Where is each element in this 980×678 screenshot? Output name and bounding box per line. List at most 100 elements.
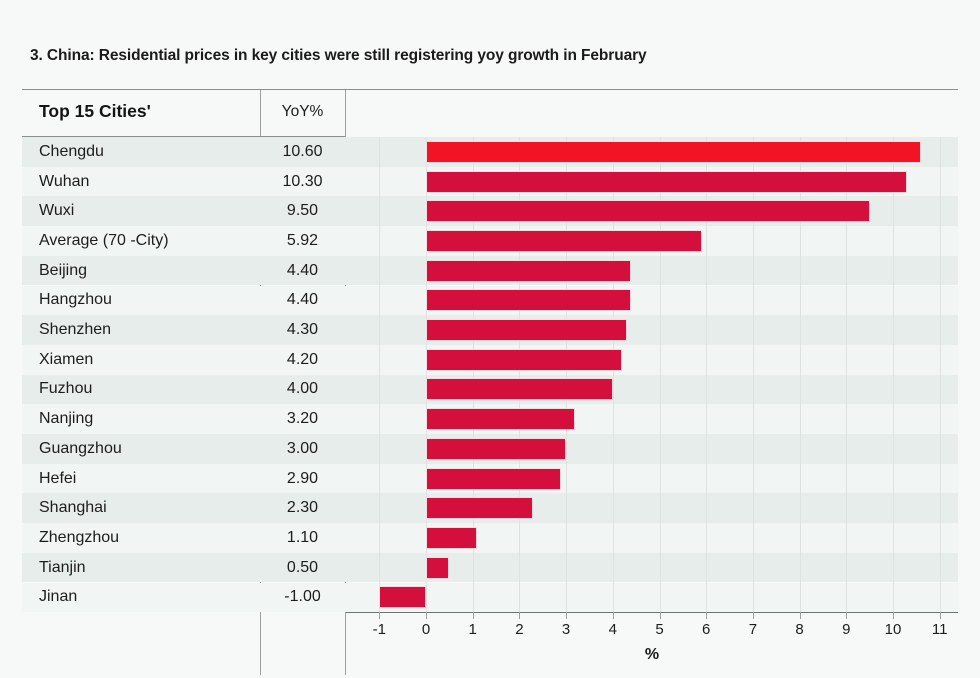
x-axis-tick-label: 8 [795, 621, 804, 638]
x-axis-tick [706, 612, 708, 619]
bar [426, 467, 562, 490]
bar [426, 319, 627, 342]
table-row: Zhengzhou 1.10 [22, 523, 958, 553]
bar [426, 526, 478, 549]
row-yoy-value: 3.20 [286, 410, 319, 428]
gridline [799, 137, 801, 612]
x-axis-tick [846, 612, 848, 619]
row-city-label: Beijing [39, 261, 88, 279]
row-city-label: Hangzhou [39, 291, 112, 309]
row-city-label: Jinan [39, 588, 78, 606]
bar [426, 170, 907, 193]
bar [426, 437, 567, 460]
bar [426, 378, 613, 401]
x-axis-tick [519, 612, 521, 619]
row-city-label: Guangzhou [39, 439, 122, 457]
x-axis-tick-label: 2 [515, 621, 524, 638]
bar [379, 586, 426, 609]
table-header: Top 15 Cities' YoY% [22, 90, 958, 137]
bar [426, 408, 576, 431]
row-city-label: Zhengzhou [39, 528, 120, 546]
row-yoy-value: -1.00 [284, 588, 321, 606]
x-axis-tick [426, 612, 427, 619]
gridline [566, 137, 568, 612]
x-axis-tick [893, 612, 894, 619]
x-axis-tick [472, 612, 474, 619]
x-axis-tick-label: 3 [561, 621, 571, 638]
table-row: Jinan -1.00 [22, 582, 958, 613]
x-axis-tick-label: 7 [748, 621, 758, 638]
gridline [379, 137, 381, 612]
row-yoy-value: 2.30 [286, 499, 319, 517]
x-axis-tick-label: -1 [372, 621, 386, 638]
x-axis-line [346, 612, 958, 613]
x-axis-tick [799, 612, 801, 619]
table-row: Tianjin 0.50 [22, 552, 958, 583]
gridline [659, 137, 661, 612]
plot-area [346, 137, 958, 612]
x-axis-tick-label: 5 [655, 621, 664, 638]
row-city-label: Average (70 -City) [39, 231, 169, 249]
row-yoy-value: 9.50 [286, 202, 319, 220]
row-city-label: Nanjing [39, 410, 94, 428]
row-city-label: Xiamen [39, 350, 94, 368]
gridline [426, 137, 427, 612]
column-header-cities: Top 15 Cities' [39, 101, 151, 121]
row-city-label: Hefei [39, 469, 77, 487]
x-axis-tick-label: 11 [931, 621, 948, 638]
row-yoy-value: 10.30 [282, 172, 323, 190]
bar [426, 140, 922, 163]
table-header-rule [22, 136, 345, 137]
x-axis-tick [566, 612, 568, 619]
gridline [752, 137, 754, 612]
bar [426, 556, 450, 579]
row-yoy-value: 2.90 [286, 469, 319, 487]
x-axis-tick [752, 612, 754, 619]
bar [426, 229, 703, 252]
row-yoy-value: 1.10 [286, 528, 319, 546]
chart-title: 3. China: Residential prices in key citi… [30, 47, 647, 64]
row-city-label: Shenzhen [39, 321, 112, 339]
gridline [706, 137, 708, 612]
bar [426, 497, 534, 520]
x-axis-tick-label: 9 [842, 621, 851, 638]
row-city-label: Chengdu [39, 142, 104, 160]
row-yoy-value: 4.20 [286, 350, 319, 368]
x-axis-tick-label: 10 [884, 621, 902, 638]
row-yoy-value: 3.00 [286, 439, 319, 457]
bar [426, 259, 632, 282]
x-axis-tick-label: 4 [608, 621, 617, 638]
row-yoy-value: 5.92 [286, 231, 319, 249]
column-header-yoy: YoY% [281, 103, 324, 120]
chart-figure: Top 15 Cities' YoY% Chengdu 10.60 Wuhan 10.… [22, 89, 958, 675]
row-yoy-value: 4.00 [286, 380, 319, 398]
row-yoy-value: 10.60 [282, 142, 323, 160]
row-yoy-value: 4.30 [286, 321, 319, 339]
row-yoy-value: 0.50 [286, 558, 319, 576]
row-yoy-value: 4.40 [286, 261, 319, 279]
gridline [472, 137, 474, 612]
x-axis-tick-label: 1 [468, 621, 477, 638]
x-axis-tick [379, 612, 381, 619]
bar [426, 348, 623, 371]
gridline [519, 137, 521, 612]
row-city-label: Fuzhou [39, 380, 93, 398]
x-axis-tick-label: 0 [421, 621, 431, 638]
x-axis-title: % [644, 646, 660, 663]
gridline [612, 137, 614, 612]
gridline [939, 137, 941, 612]
x-axis-tick-label: 6 [702, 621, 711, 638]
gridline [893, 137, 894, 612]
row-city-label: Wuxi [39, 202, 75, 220]
row-city-label: Tianjin [39, 558, 86, 576]
x-axis-tick [612, 612, 614, 619]
bar [426, 200, 870, 223]
x-axis: -1 0 1 2 3 4 5 6 7 8 9 10 11 [346, 612, 958, 642]
row-yoy-value: 4.40 [286, 291, 319, 309]
bar [426, 289, 632, 312]
row-city-label: Wuhan [39, 172, 90, 190]
x-axis-tick [939, 612, 941, 619]
row-city-label: Shanghai [39, 499, 107, 517]
table-top-rule [22, 89, 958, 90]
x-axis-tick [659, 612, 661, 619]
